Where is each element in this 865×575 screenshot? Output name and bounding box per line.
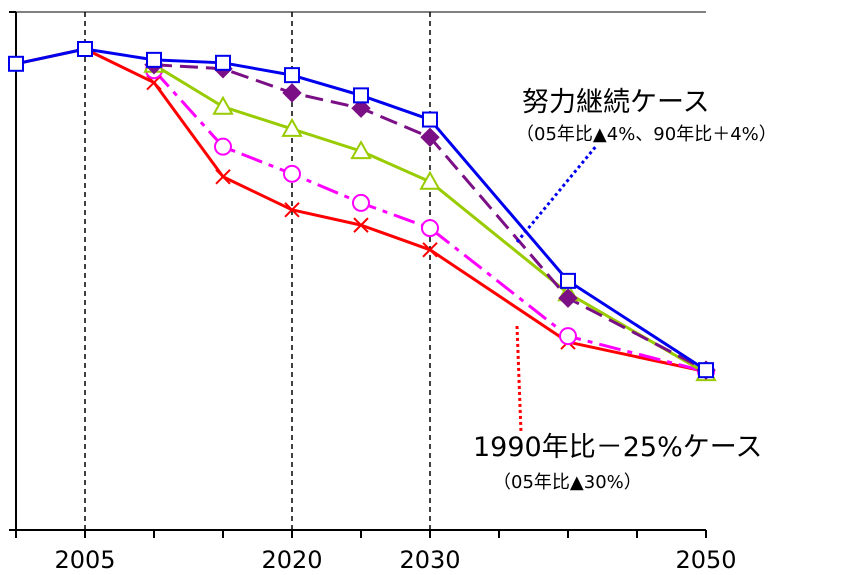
marker-effort-2050 xyxy=(698,362,714,379)
effort-label: 努力継続ケース xyxy=(522,87,710,118)
annotations: 努力継続ケース （05年比▲4%、90年比＋4%） 1990年比－25%ケース … xyxy=(473,87,777,493)
marker-diamond-2040 xyxy=(558,288,578,308)
marker-circle-2025 xyxy=(352,193,370,212)
marker-target-2025 xyxy=(353,217,369,233)
x-tick-label-2050: 2050 xyxy=(675,546,736,574)
marker-triangle-2025 xyxy=(350,140,372,160)
effort-pointer xyxy=(515,144,599,243)
target-pointer xyxy=(515,325,523,433)
marker-effort-2010 xyxy=(146,51,162,68)
marker-target-2015 xyxy=(215,169,231,185)
marker-effort-2020 xyxy=(284,67,300,84)
x-tick-label-2030: 2030 xyxy=(399,546,460,574)
x-tick-labels: 2005 2020 2030 2050 xyxy=(54,546,736,574)
marker-effort-2005 xyxy=(77,41,93,57)
effort-sublabel: （05年比▲4%、90年比＋4%） xyxy=(516,124,777,145)
marker-circle-2040 xyxy=(559,327,577,346)
marker-triangle-2030 xyxy=(419,170,441,190)
target-sublabel: （05年比▲30%） xyxy=(493,472,642,493)
marker-effort-2040 xyxy=(560,272,576,289)
x-tick-label-2020: 2020 xyxy=(261,546,322,574)
marker-effort-2025 xyxy=(353,87,369,104)
target-label: 1990年比－25%ケース xyxy=(473,432,762,463)
x-tick-label-2005: 2005 xyxy=(54,546,115,574)
marker-diamond-2020 xyxy=(282,83,302,103)
gridlines xyxy=(84,12,431,530)
marker-effort-2030 xyxy=(422,111,438,128)
series-markers xyxy=(8,41,717,382)
marker-diamond-2030 xyxy=(420,127,440,148)
y-axis xyxy=(9,11,17,531)
marker-triangle-2015 xyxy=(212,95,234,115)
marker-effort-2015 xyxy=(215,54,231,71)
marker-target-2020 xyxy=(284,202,300,218)
marker-circle-2015 xyxy=(214,137,232,156)
marker-triangle-2020 xyxy=(281,117,303,137)
marker-effort-2000 xyxy=(8,55,24,72)
marker-circle-2030 xyxy=(421,219,439,238)
marker-circle-2020 xyxy=(283,164,301,183)
x-axis xyxy=(15,529,707,538)
marker-target-2030 xyxy=(422,242,438,258)
marker-diamond-2025 xyxy=(351,98,371,118)
